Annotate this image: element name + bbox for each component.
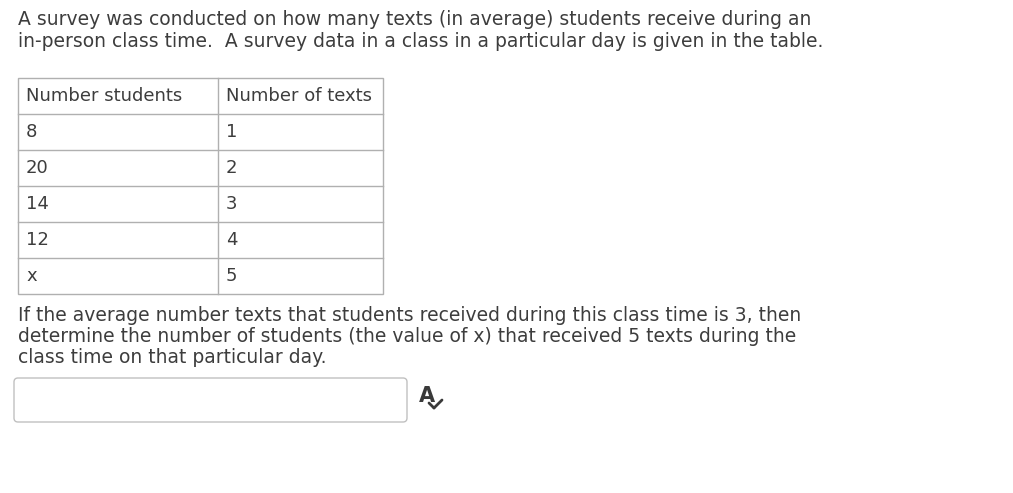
Text: determine the number of students (the value of x) that received 5 texts during t: determine the number of students (the va…: [18, 327, 796, 346]
Text: 20: 20: [26, 159, 49, 177]
Text: A survey was conducted on how many texts (in average) students receive during an: A survey was conducted on how many texts…: [18, 10, 811, 29]
Text: 1: 1: [226, 123, 237, 141]
Text: 4: 4: [226, 231, 237, 249]
Text: If the average number texts that students received during this class time is 3, : If the average number texts that student…: [18, 306, 801, 325]
Text: A: A: [419, 386, 436, 406]
Bar: [18, 78, 383, 294]
FancyBboxPatch shape: [14, 378, 407, 422]
Text: Number students: Number students: [26, 87, 182, 105]
Text: 14: 14: [26, 195, 49, 213]
Text: 3: 3: [226, 195, 237, 213]
Text: x: x: [26, 267, 36, 285]
Text: in-person class time.  A survey data in a class in a particular day is given in : in-person class time. A survey data in a…: [18, 32, 824, 51]
Text: 2: 2: [226, 159, 237, 177]
Text: 5: 5: [226, 267, 237, 285]
Text: 8: 8: [26, 123, 37, 141]
Text: 12: 12: [26, 231, 49, 249]
Text: class time on that particular day.: class time on that particular day.: [18, 348, 326, 367]
Text: Number of texts: Number of texts: [226, 87, 372, 105]
